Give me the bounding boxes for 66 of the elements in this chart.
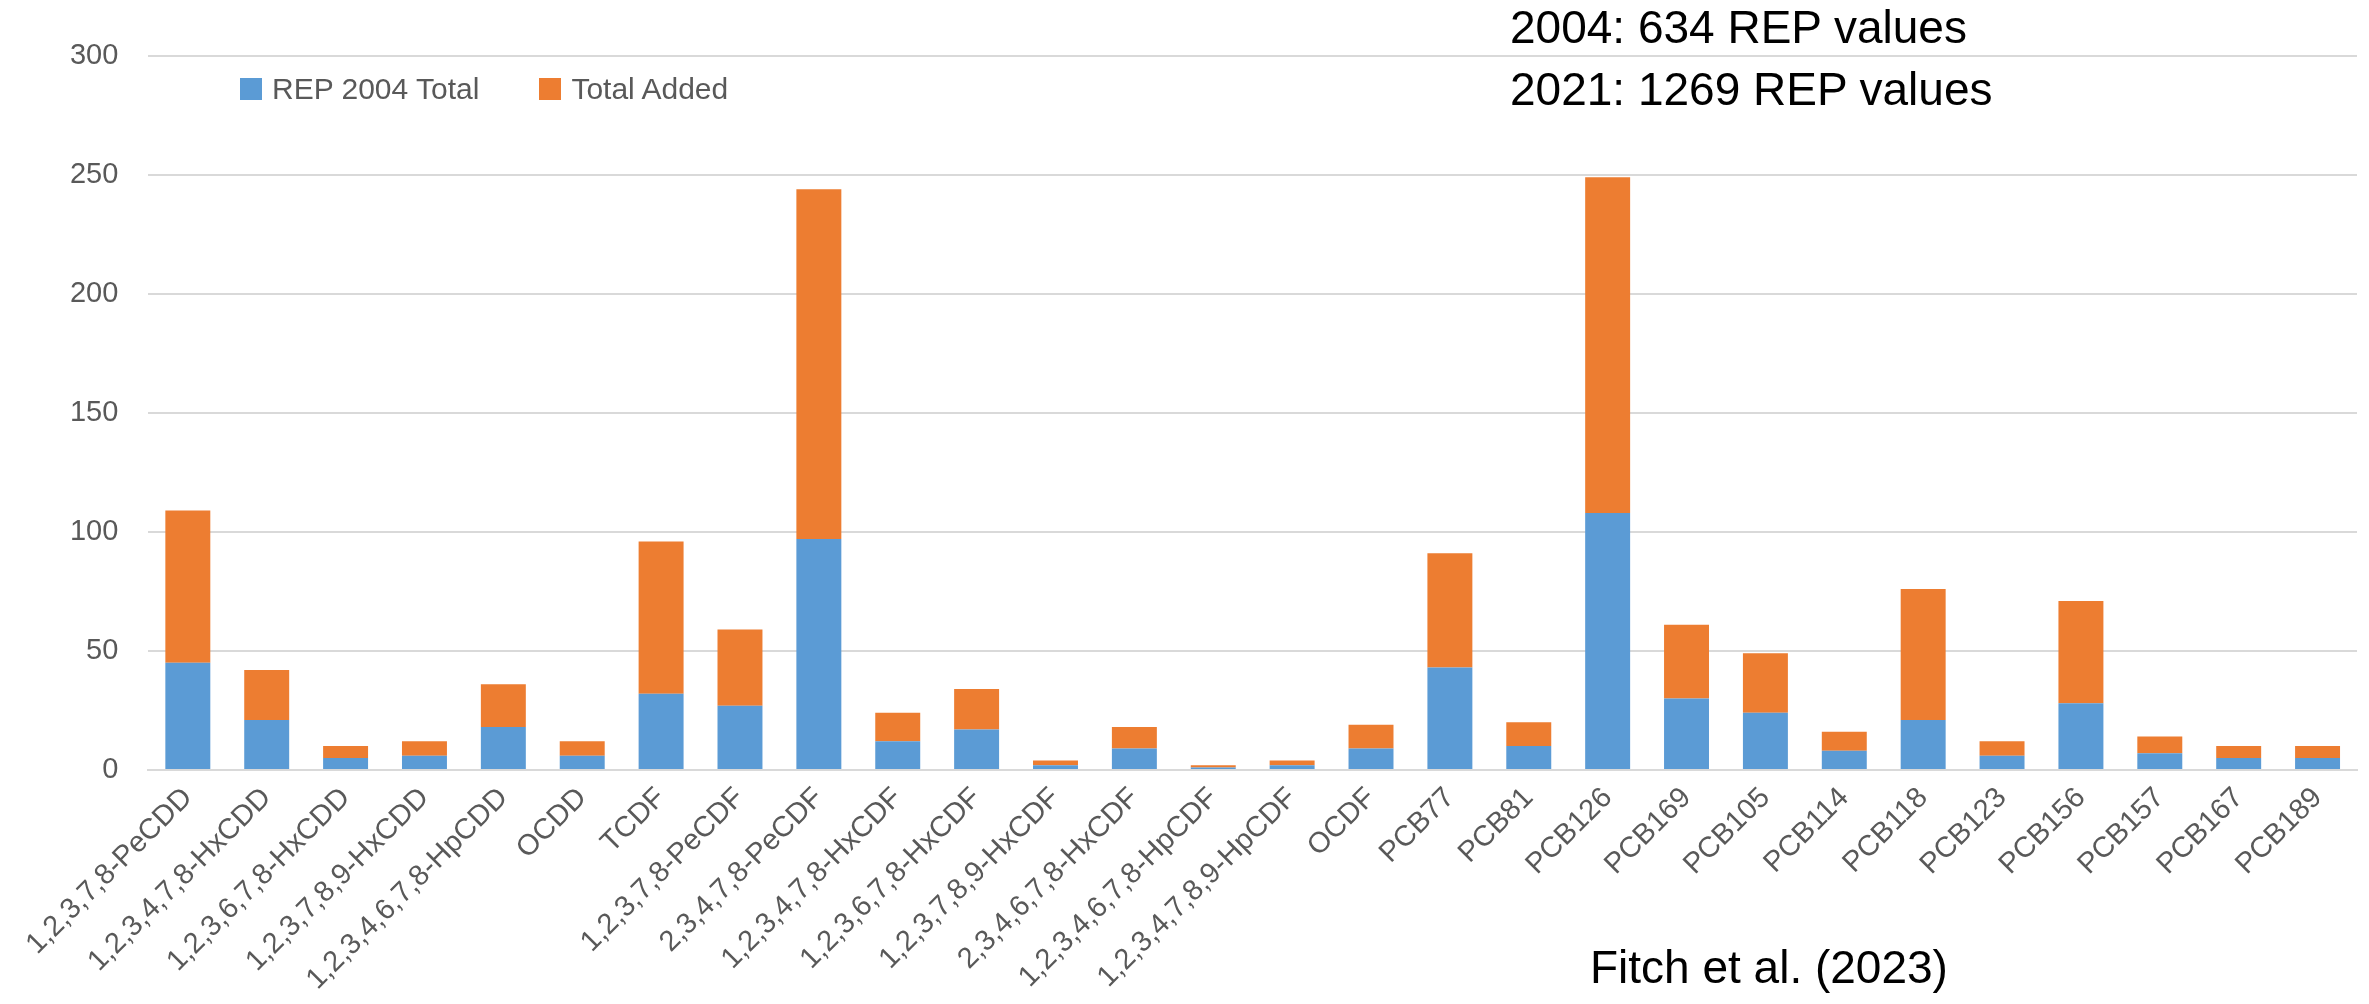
bar	[875, 741, 921, 769]
y-tick-label: 200	[69, 275, 119, 308]
bar	[165, 510, 211, 663]
y-tick-label: 0	[102, 751, 119, 784]
bar	[1585, 512, 1631, 769]
annotation: 2021: 1269 REP values	[1510, 62, 1993, 116]
bar	[401, 755, 447, 769]
bar	[244, 719, 290, 769]
bar	[1506, 746, 1552, 769]
bar	[480, 684, 526, 728]
bar	[1348, 748, 1394, 769]
bar	[717, 705, 763, 769]
bar	[1742, 653, 1788, 713]
bar	[1111, 748, 1157, 769]
bar	[1821, 731, 1867, 751]
bar	[1427, 667, 1473, 769]
bar	[954, 689, 1000, 730]
bar	[1348, 724, 1394, 749]
bar	[480, 727, 526, 769]
bar	[1900, 589, 1946, 720]
bar	[2137, 753, 2183, 769]
bar	[559, 755, 605, 769]
bar	[1033, 760, 1078, 766]
bar	[244, 669, 290, 720]
bar	[323, 746, 369, 759]
bar	[1742, 712, 1788, 769]
legend-label: Total Added	[571, 72, 729, 106]
y-tick-label: 50	[86, 632, 119, 665]
bar	[638, 693, 684, 769]
y-tick-label: 100	[69, 513, 119, 546]
bar	[2216, 746, 2262, 759]
bar	[401, 741, 447, 756]
bar	[559, 741, 605, 756]
bar	[1585, 177, 1631, 513]
bar	[2058, 703, 2104, 769]
bar	[1821, 750, 1867, 769]
text: 2004: 634 REP values	[1510, 0, 1967, 54]
bar	[1111, 727, 1157, 749]
bar	[323, 758, 369, 769]
bar	[165, 662, 211, 769]
bar	[1269, 765, 1315, 769]
bar	[717, 629, 763, 706]
bar	[796, 539, 842, 769]
bar	[875, 712, 921, 742]
bar	[1979, 741, 2025, 756]
bar	[2295, 746, 2341, 759]
bar	[1506, 722, 1552, 747]
y-tick-label: 250	[69, 156, 119, 189]
bar	[1664, 698, 1710, 769]
bar	[638, 541, 684, 694]
bar	[2216, 758, 2262, 769]
y-tick-label: 300	[69, 38, 119, 70]
bar	[1269, 760, 1315, 766]
y-tick-label: 150	[69, 394, 119, 427]
bar	[1979, 755, 2025, 769]
bar	[2058, 600, 2104, 704]
legend-label: REP 2004 Total	[272, 72, 480, 106]
bar	[954, 729, 1000, 769]
bar	[796, 189, 842, 540]
bar	[1427, 553, 1473, 668]
bar	[1033, 765, 1078, 769]
bar	[2137, 736, 2183, 754]
bar	[1900, 719, 1946, 769]
bar	[2295, 758, 2341, 769]
bar	[1664, 624, 1710, 699]
text: Fitch et al. (2023)	[1590, 940, 1948, 994]
